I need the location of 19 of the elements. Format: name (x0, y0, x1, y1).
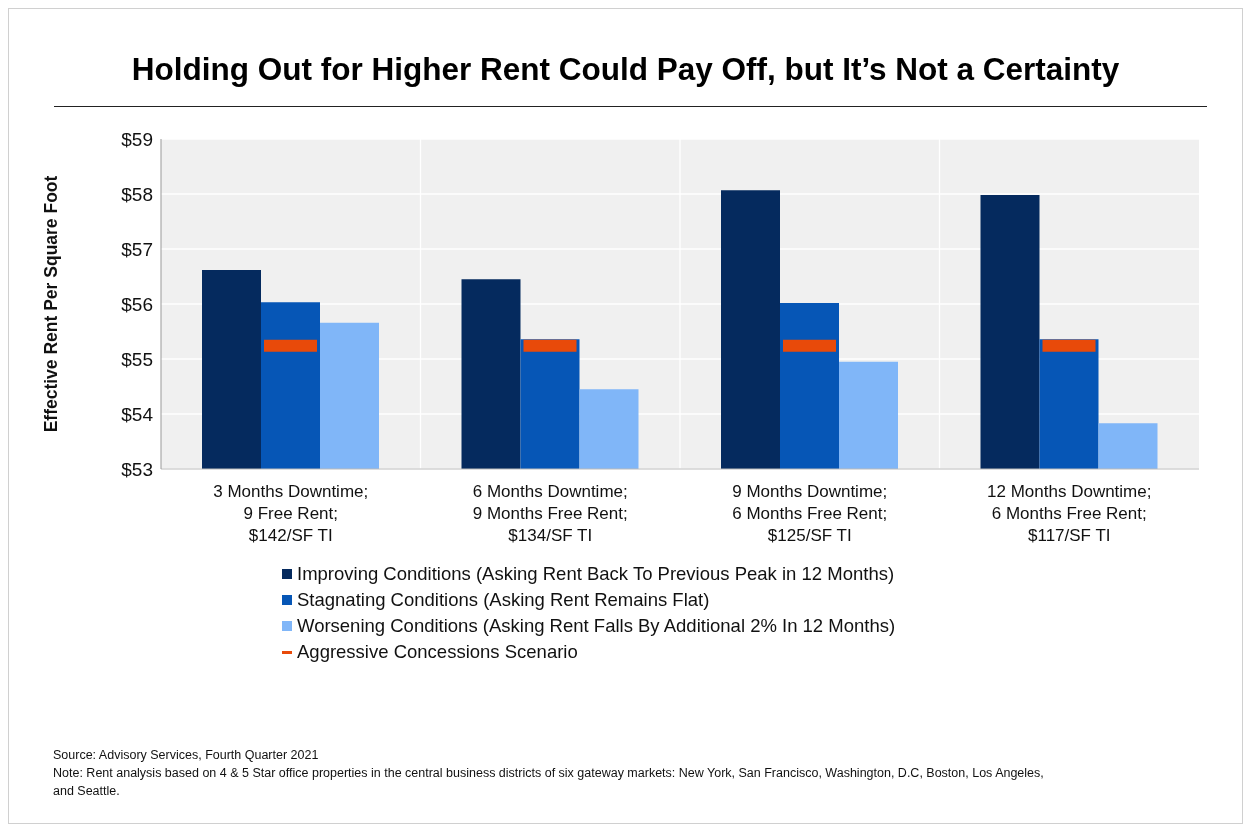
y-tick-label: $55 (121, 348, 153, 370)
y-tick-label: $57 (121, 238, 153, 260)
y-tick-label: $58 (121, 183, 153, 205)
x-tick-label: 12 Months Downtime; 6 Months Free Rent; $117/SF TI (987, 482, 1152, 545)
y-tick-label: $53 (121, 458, 153, 480)
legend-label: Aggressive Concessions Scenario (297, 641, 578, 663)
text: Note: Rent analysis based on 4 & 5 Star office properties in the central business districts of six gateway markets: New York, San Francisco, Washington, D.C, Boston, Los Angeles, and Seattle. (53, 765, 1045, 800)
legend-label: Worsening Conditions (Asking Rent Falls By Additional 2% In 12 Months) (297, 615, 896, 637)
x-tick-label: 3 Months Downtime; 9 Free Rent; $142/SF TI (213, 482, 369, 545)
y-axis-title: Effective Rent Per Square Foot (41, 175, 62, 433)
source-note: Source: Advisory Services, Fourth Quarter 2021 (53, 747, 320, 764)
legend-label: Stagnating Conditions (Asking Rent Remains Flat) (297, 589, 710, 611)
x-tick-label: 6 Months Downtime; 9 Months Free Rent; $134/SF TI (472, 482, 628, 545)
y-tick-label: $59 (121, 128, 153, 150)
y-tick-label: $54 (121, 403, 154, 425)
x-tick-label: 9 Months Downtime; 6 Months Free Rent; $125/SF TI (732, 482, 888, 545)
y-tick-label: $56 (121, 293, 153, 315)
chart-title: Holding Out for Higher Rent Could Pay Off, but It’s Not a Certainty (130, 50, 1121, 88)
legend-label: Improving Conditions (Asking Rent Back To Previous Peak in 12 Months) (297, 563, 895, 585)
